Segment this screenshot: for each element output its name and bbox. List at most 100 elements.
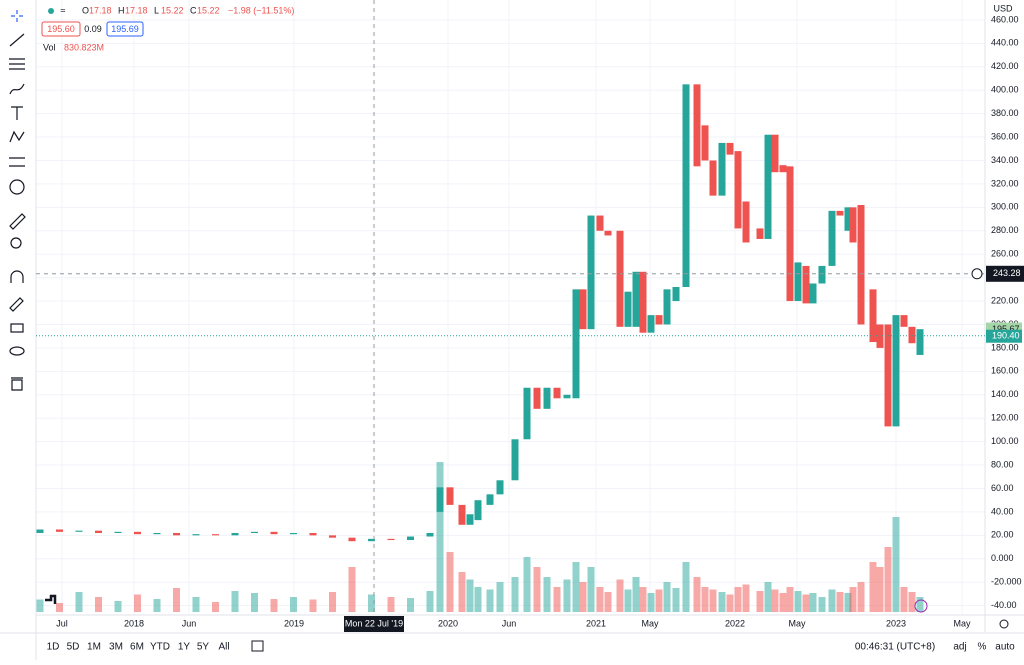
scale-option[interactable]: % — [978, 642, 987, 653]
range-button[interactable]: 3M — [109, 642, 123, 653]
volume-bar — [173, 588, 180, 612]
candle — [387, 538, 395, 541]
y-tick-label: 340.00 — [991, 155, 1019, 165]
y-tick-label: 320.00 — [991, 178, 1019, 188]
candle — [779, 165, 787, 173]
legend-icon: ≈ — [61, 5, 66, 15]
range-button[interactable]: 6M — [130, 642, 144, 653]
volume-bar — [624, 589, 632, 612]
range-button[interactable]: 1Y — [178, 642, 191, 653]
candle — [329, 535, 336, 538]
volume-bar — [533, 567, 541, 612]
volume-bar — [134, 594, 141, 612]
y-tick-label: 100.00 — [991, 436, 1019, 446]
scale-option[interactable]: auto — [995, 642, 1015, 653]
crosshair-tool[interactable] — [11, 10, 23, 22]
y-tick-label: 80.00 — [991, 459, 1014, 469]
prediction-tool[interactable] — [9, 157, 25, 167]
candle — [849, 207, 857, 243]
drawing-toolbar — [9, 10, 26, 391]
candle — [900, 315, 908, 327]
candle — [809, 283, 817, 304]
volume-bar — [682, 562, 690, 612]
volume-bar — [446, 552, 454, 612]
magnet-tool[interactable] — [10, 270, 24, 283]
candle — [474, 500, 482, 521]
candle — [134, 531, 141, 535]
settings-button[interactable] — [999, 619, 1009, 629]
spread: 0.09 — [84, 24, 102, 34]
crosshair-y-box — [986, 265, 1024, 282]
volume-bar — [95, 597, 102, 612]
ohlc-value: 17.18 — [89, 5, 112, 15]
ohlc-label: H — [118, 5, 125, 15]
delete-tool[interactable] — [11, 377, 23, 391]
volume-bar — [709, 589, 717, 612]
brush-tool[interactable] — [9, 83, 25, 95]
x-tick-label: Jun — [182, 618, 197, 628]
y-tick-label: 440.00 — [991, 38, 1019, 48]
y-tick-label: -20.000 — [991, 577, 1022, 587]
volume-bar — [368, 594, 375, 612]
candle — [764, 134, 772, 239]
candle — [709, 160, 717, 196]
volume-bar — [474, 587, 482, 612]
y-tick-label: 280.00 — [991, 225, 1019, 235]
fib-tool[interactable] — [9, 58, 25, 70]
event-icon[interactable] — [914, 599, 928, 613]
volume-bar — [579, 582, 587, 612]
status-dot — [48, 8, 54, 14]
candle — [153, 533, 161, 535]
candle — [639, 271, 647, 333]
range-button[interactable]: 1D — [47, 642, 60, 653]
volume-bar — [632, 577, 640, 612]
scale-option[interactable]: adj — [953, 642, 966, 653]
volume-bar — [290, 597, 297, 612]
ohlc-label: L — [154, 5, 159, 15]
x-tick-label: 2023 — [886, 618, 906, 628]
candle — [309, 533, 317, 536]
add-alert-button[interactable] — [971, 268, 983, 280]
volume-bar — [192, 597, 200, 612]
range-button[interactable]: All — [218, 642, 229, 653]
pattern-tool[interactable] — [9, 130, 25, 143]
lock-drawing-tool[interactable] — [9, 297, 24, 312]
volume-bar — [56, 603, 63, 612]
ask-box — [106, 21, 144, 37]
x-tick-label: 2018 — [124, 618, 144, 628]
text-tool[interactable] — [11, 106, 23, 120]
range-button[interactable]: 5Y — [197, 642, 210, 653]
volume-layer — [36, 462, 924, 612]
candle — [348, 537, 356, 542]
emoji-tool[interactable] — [9, 179, 25, 195]
zoom-tool[interactable] — [10, 237, 22, 249]
volume-bar — [251, 593, 258, 612]
volume-bar — [828, 589, 836, 612]
candle — [655, 315, 663, 325]
volume-bar — [916, 597, 924, 612]
ruler-tool[interactable] — [9, 213, 26, 230]
volume-bar — [604, 592, 612, 612]
volume-bar — [771, 589, 779, 612]
y-tick-label: 120.00 — [991, 413, 1019, 423]
volume-bar — [486, 589, 494, 612]
volume-value: 830.823M — [64, 42, 104, 52]
trendline-tool[interactable] — [9, 33, 25, 47]
range-button[interactable]: 5D — [67, 642, 80, 653]
range-button[interactable]: 1M — [87, 642, 101, 653]
calendar-button[interactable] — [251, 640, 264, 652]
volume-bar — [572, 562, 580, 612]
volume-bar — [672, 588, 680, 612]
candle — [458, 504, 466, 525]
visibility-tool[interactable] — [9, 346, 25, 356]
ohlc-label: C — [190, 5, 197, 15]
bottom-bar: 1D 5D 1M 3M 6M YTD 1Y 5Y All 00:46:31 (UTC+8) adj%… — [47, 642, 1016, 653]
candle — [756, 228, 764, 239]
range-button[interactable]: YTD — [150, 642, 170, 653]
candle — [632, 271, 640, 327]
lock-tool[interactable] — [10, 323, 24, 333]
currency: USD — [993, 3, 1013, 13]
candle — [553, 387, 561, 399]
